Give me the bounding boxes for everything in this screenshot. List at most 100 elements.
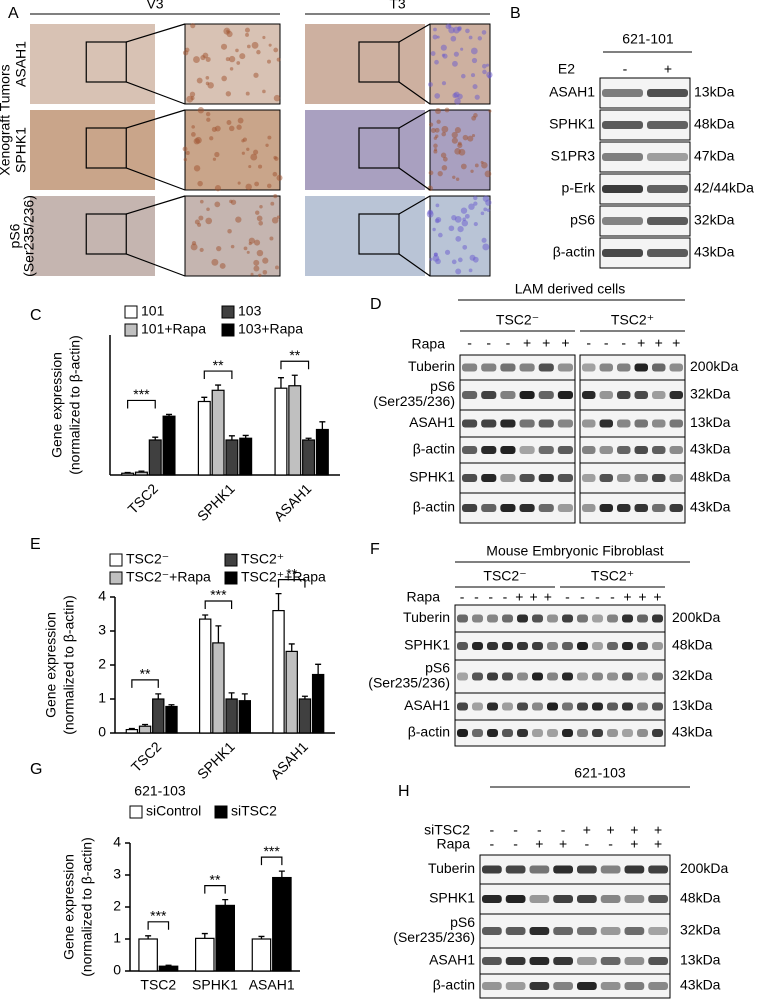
x-tick-label: ASAH1: [249, 977, 295, 993]
x-tick-label: TSC2: [128, 738, 165, 775]
blot-band: [557, 363, 573, 372]
blot-band: [577, 957, 597, 965]
bar: [138, 725, 152, 734]
blot-row: [459, 462, 576, 494]
stain-dot: [221, 75, 227, 82]
blot-band: [652, 419, 666, 428]
stain-dot: [481, 30, 487, 35]
blot-band: [529, 927, 550, 935]
blot-band: [602, 89, 643, 97]
blot-band: [622, 702, 633, 711]
blot-band: [648, 927, 668, 935]
blot-band: [617, 474, 631, 482]
stain-dot: [454, 98, 461, 105]
stain-dot: [474, 94, 480, 100]
row-label: β-actin: [413, 441, 455, 457]
bar: [315, 428, 329, 476]
blot-band: [617, 419, 631, 428]
blot-band: [517, 614, 528, 623]
stain-dot: [245, 183, 252, 191]
blot-band: [482, 865, 502, 874]
stain-dot: [228, 125, 235, 132]
ihc-image: [305, 110, 425, 190]
blot-band: [547, 702, 558, 711]
stain-dot: [206, 117, 211, 122]
treatment-label: Rapa: [412, 336, 446, 352]
bar: [251, 938, 272, 972]
stain-dot: [429, 122, 434, 127]
zoom-box: [85, 213, 127, 255]
x-tick-label: ASAH1: [267, 738, 311, 782]
blot-band: [562, 672, 573, 681]
error-bar: [301, 695, 308, 699]
stain-dot: [185, 150, 190, 156]
stain-dot: [246, 147, 250, 151]
stain-dot: [258, 221, 263, 226]
error-bar: [145, 935, 152, 939]
stain-dot: [262, 270, 268, 275]
stain-dot: [451, 259, 457, 265]
stain-dot: [486, 208, 491, 212]
row-label: (Ser235/236): [393, 929, 475, 945]
zoom-line: [126, 167, 186, 191]
size-label: 47kDa: [694, 148, 735, 164]
stain-dot: [183, 157, 188, 162]
significance-label: ***: [150, 908, 167, 924]
stain-dot: [464, 213, 470, 219]
stain-dot: [454, 127, 461, 134]
significance-label: **: [213, 357, 224, 373]
stain-dot: [202, 52, 209, 59]
lane-sign: +: [559, 836, 567, 852]
blot-band: [669, 504, 683, 512]
blot-band: [652, 446, 666, 454]
blot-row: [454, 692, 666, 721]
stain-dot: [191, 125, 195, 129]
lane-sign: -: [490, 836, 495, 852]
blot-band: [557, 391, 573, 399]
stain-dot: [441, 81, 447, 86]
blot-band: [519, 363, 535, 372]
stain-dot: [461, 219, 469, 227]
zoom-line: [398, 23, 431, 43]
error-bar: [242, 434, 249, 439]
blot-band: [634, 391, 648, 399]
blot-band: [648, 957, 668, 965]
blot-band: [538, 419, 554, 428]
stain-dot: [438, 232, 443, 238]
x-tick-label: SPHK1: [194, 480, 238, 524]
stain-dot: [482, 63, 487, 69]
ihc-image: [30, 110, 155, 190]
stain-dot: [182, 146, 188, 152]
row-label: pS6: [425, 660, 450, 676]
blot-band: [481, 419, 497, 428]
blot-band: [482, 895, 502, 903]
blot-band: [505, 865, 526, 874]
row-label: SPHK1: [429, 890, 475, 906]
blot-band: [624, 865, 645, 874]
blot-band: [622, 614, 633, 623]
blot-band: [652, 729, 663, 737]
stain-dot: [258, 273, 262, 278]
blot-row: [459, 379, 576, 411]
size-label: 13kDa: [672, 697, 713, 713]
stain-dot: [451, 131, 458, 139]
ihc-image: [305, 24, 425, 104]
blot-band: [600, 927, 621, 935]
blot-band: [502, 702, 513, 711]
stain-dot: [265, 143, 269, 147]
lane-sign: +: [515, 589, 523, 605]
row-label: β-actin: [408, 724, 450, 740]
blot-band: [607, 672, 618, 681]
blot-band: [602, 185, 643, 193]
stain-dot: [468, 203, 475, 210]
lane-sign: -: [608, 836, 613, 852]
blot-band: [487, 729, 498, 737]
blot-row: [459, 409, 576, 438]
legend-label: 103: [238, 303, 262, 319]
x-tick-label: TSC2: [140, 977, 176, 993]
stain-dot: [276, 57, 281, 62]
size-label: 48kDa: [694, 116, 735, 132]
size-label: 200kDa: [672, 609, 720, 625]
blot-band: [600, 865, 621, 874]
lane-sign: +: [654, 836, 662, 852]
